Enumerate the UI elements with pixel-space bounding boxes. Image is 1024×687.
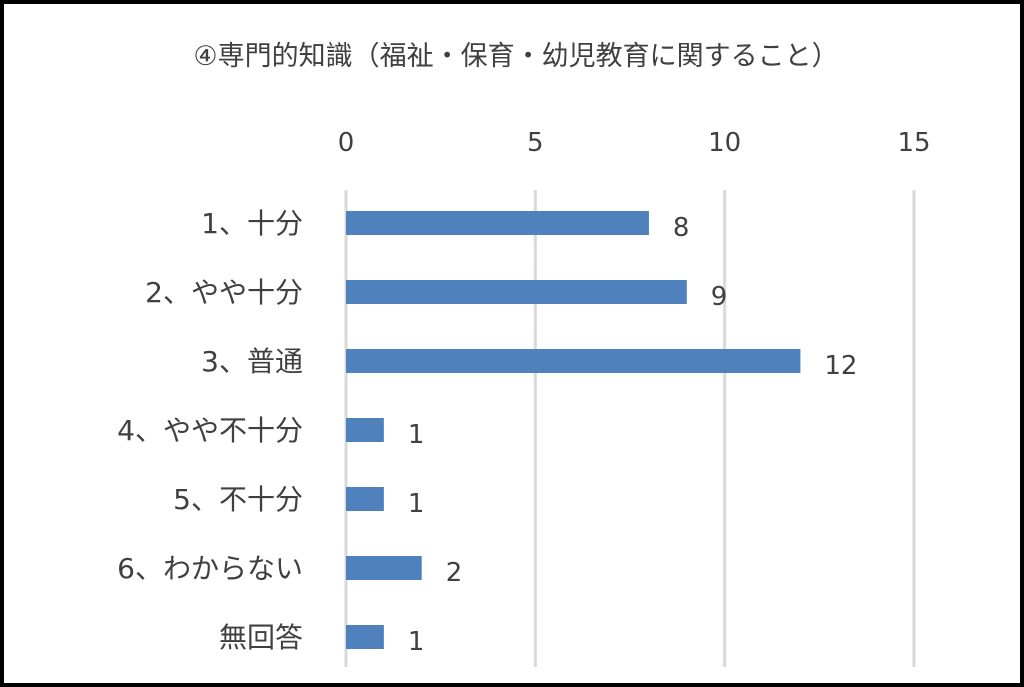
x-tick-label: 10 bbox=[708, 128, 741, 158]
bar bbox=[346, 280, 687, 304]
data-label: 9 bbox=[711, 282, 728, 312]
gridlines bbox=[344, 190, 916, 667]
data-label: 1 bbox=[408, 627, 425, 657]
bar bbox=[346, 625, 384, 649]
bar bbox=[346, 211, 649, 235]
chart-title: ④専門的知識（福祉・保育・幼児教育に関すること） bbox=[193, 41, 839, 72]
category-label: 6、わからない bbox=[117, 552, 303, 585]
x-tick-label: 15 bbox=[897, 128, 930, 158]
data-label: 8 bbox=[673, 213, 690, 243]
category-label: 4、やや不十分 bbox=[117, 414, 303, 447]
category-label: 1、十分 bbox=[201, 207, 303, 240]
x-tick-label: 5 bbox=[527, 128, 544, 158]
data-label: 12 bbox=[824, 351, 857, 381]
bar bbox=[346, 556, 422, 580]
bar bbox=[346, 418, 384, 442]
x-tick-label: 0 bbox=[338, 128, 355, 158]
category-label: 無回答 bbox=[219, 621, 303, 654]
labels: 0 5 10 151、十分 82、やや十分 93、普通 124、やや不十分 15、不十分 16、… bbox=[117, 128, 930, 657]
category-label: 2、やや十分 bbox=[145, 276, 303, 309]
data-label: 1 bbox=[408, 420, 425, 450]
bar bbox=[346, 487, 384, 511]
bar bbox=[346, 349, 801, 373]
bars bbox=[346, 211, 801, 649]
category-label: 3、普通 bbox=[201, 345, 303, 378]
data-label: 1 bbox=[408, 489, 425, 519]
data-label: 2 bbox=[446, 558, 463, 588]
category-label: 5、不十分 bbox=[173, 483, 303, 516]
